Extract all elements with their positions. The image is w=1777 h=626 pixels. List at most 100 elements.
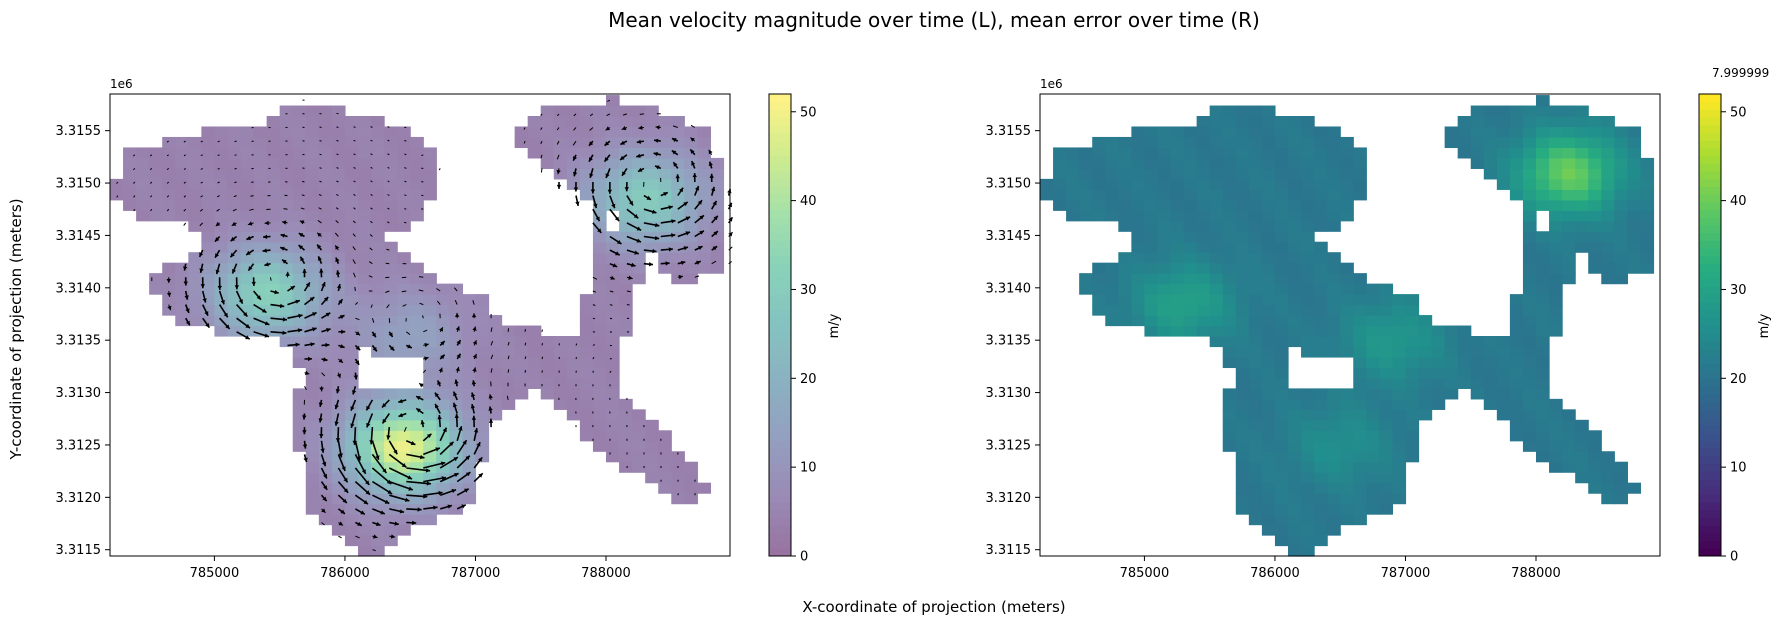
heatmap-cell bbox=[710, 178, 725, 190]
heatmap-cell bbox=[344, 126, 359, 138]
y-tick-label: 3.3135 bbox=[986, 334, 1032, 349]
quiver-arrow bbox=[183, 181, 187, 184]
heatmap-cell bbox=[632, 189, 646, 201]
quiver-arrowhead bbox=[655, 222, 660, 228]
heatmap-cell bbox=[1327, 451, 1341, 463]
quiver-arrowhead bbox=[652, 248, 657, 254]
quiver-arrowhead bbox=[298, 313, 303, 319]
heatmap-cell bbox=[305, 105, 320, 117]
quiver-arrow bbox=[149, 154, 153, 157]
heatmap-cell bbox=[462, 493, 477, 505]
heatmap-cell bbox=[279, 273, 294, 285]
heatmap-cell bbox=[1614, 210, 1628, 222]
heatmap-cell bbox=[1575, 105, 1589, 117]
heatmap-cell bbox=[697, 199, 712, 211]
heatmap-cell bbox=[1627, 168, 1642, 180]
heatmap-cell bbox=[423, 315, 437, 327]
heatmap-cell bbox=[606, 367, 620, 379]
heatmap-cell bbox=[436, 419, 450, 431]
heatmap-cell bbox=[671, 220, 685, 232]
colorbar-segment bbox=[769, 479, 791, 488]
heatmap-cell bbox=[318, 315, 333, 327]
heatmap-cell bbox=[592, 168, 607, 180]
heatmap-cell bbox=[1536, 105, 1550, 117]
heatmap-cell bbox=[1183, 325, 1198, 337]
heatmap-cell bbox=[292, 388, 307, 400]
heatmap-cell bbox=[1379, 294, 1394, 306]
quiver-arrow bbox=[336, 153, 339, 156]
heatmap-cell bbox=[606, 304, 620, 316]
heatmap-cell bbox=[1614, 461, 1628, 473]
heatmap-cell bbox=[292, 315, 307, 327]
quiver-arrowhead bbox=[382, 403, 387, 408]
quiver-arrow bbox=[592, 357, 595, 360]
heatmap-cell bbox=[632, 241, 646, 253]
heatmap-cell bbox=[1288, 398, 1302, 410]
quiver-arrowhead bbox=[465, 455, 470, 461]
heatmap-cell bbox=[1131, 126, 1146, 138]
heatmap-cell bbox=[410, 346, 424, 358]
heatmap-cell bbox=[1536, 116, 1550, 128]
heatmap-cell bbox=[305, 482, 320, 494]
heatmap-cell bbox=[1340, 472, 1354, 484]
heatmap-cell bbox=[1209, 262, 1224, 274]
quiver-arrowhead bbox=[636, 153, 641, 158]
heatmap-cell bbox=[1261, 514, 1276, 526]
heatmap-cell bbox=[645, 168, 659, 180]
heatmap-cell bbox=[292, 147, 307, 159]
heatmap-cell bbox=[1235, 493, 1250, 505]
heatmap-cell bbox=[305, 220, 320, 232]
quiver-arrow bbox=[183, 154, 186, 157]
heatmap-cell bbox=[358, 116, 372, 128]
heatmap-cell bbox=[436, 461, 450, 473]
quiver-arrowhead bbox=[638, 125, 643, 130]
heatmap-cell bbox=[397, 189, 411, 201]
heatmap-cell bbox=[1536, 398, 1550, 410]
quiver-arrowhead bbox=[230, 252, 235, 258]
heatmap-cell bbox=[1575, 419, 1589, 431]
heatmap-cell bbox=[162, 210, 176, 222]
heatmap-cell bbox=[1483, 168, 1498, 180]
heatmap-cell bbox=[305, 440, 320, 452]
heatmap-cell bbox=[1509, 136, 1524, 149]
heatmap-cell bbox=[462, 304, 477, 316]
heatmap-cell bbox=[331, 398, 346, 410]
heatmap-cell bbox=[1340, 273, 1354, 285]
quiver-arrow bbox=[217, 167, 220, 170]
heatmap-cell bbox=[423, 367, 437, 379]
quiver-arrowhead bbox=[263, 234, 268, 239]
heatmap-cell bbox=[1340, 430, 1354, 442]
colorbar-segment bbox=[1699, 255, 1721, 264]
quiver-arrow bbox=[541, 356, 544, 360]
figure-xlabel: X-coordinate of projection (meters) bbox=[802, 598, 1065, 616]
heatmap-cell bbox=[1640, 189, 1655, 201]
heatmap-cell bbox=[449, 356, 464, 369]
heatmap-cell bbox=[344, 535, 359, 547]
heatmap-cell bbox=[371, 294, 385, 306]
heatmap-cell bbox=[1209, 147, 1224, 159]
left-axes-frame bbox=[109, 93, 731, 557]
heatmap-cell bbox=[175, 262, 189, 274]
heatmap-cell bbox=[1392, 388, 1407, 400]
heatmap-cell bbox=[1209, 283, 1224, 295]
heatmap-cell bbox=[397, 430, 411, 442]
heatmap-cell bbox=[1536, 409, 1550, 421]
heatmap-cell bbox=[410, 514, 424, 526]
heatmap-cell bbox=[1575, 210, 1589, 222]
heatmap-cell bbox=[436, 409, 450, 421]
heatmap-cell bbox=[579, 367, 594, 379]
heatmap-cell bbox=[475, 336, 490, 348]
heatmap-cell bbox=[1092, 273, 1106, 285]
heatmap-cell bbox=[645, 241, 659, 253]
heatmap-cell bbox=[1392, 356, 1407, 369]
heatmap-cell bbox=[1118, 283, 1132, 295]
quiver-arrow bbox=[387, 194, 390, 197]
quiver-arrowhead bbox=[264, 321, 270, 326]
heatmap-cell bbox=[1353, 451, 1367, 463]
heatmap-cell bbox=[344, 430, 359, 442]
heatmap-cell bbox=[606, 294, 620, 306]
heatmap-cell bbox=[1444, 367, 1459, 379]
quiver-arrow bbox=[609, 317, 613, 320]
quiver-arrowhead bbox=[472, 367, 477, 372]
heatmap-cell bbox=[697, 241, 712, 253]
